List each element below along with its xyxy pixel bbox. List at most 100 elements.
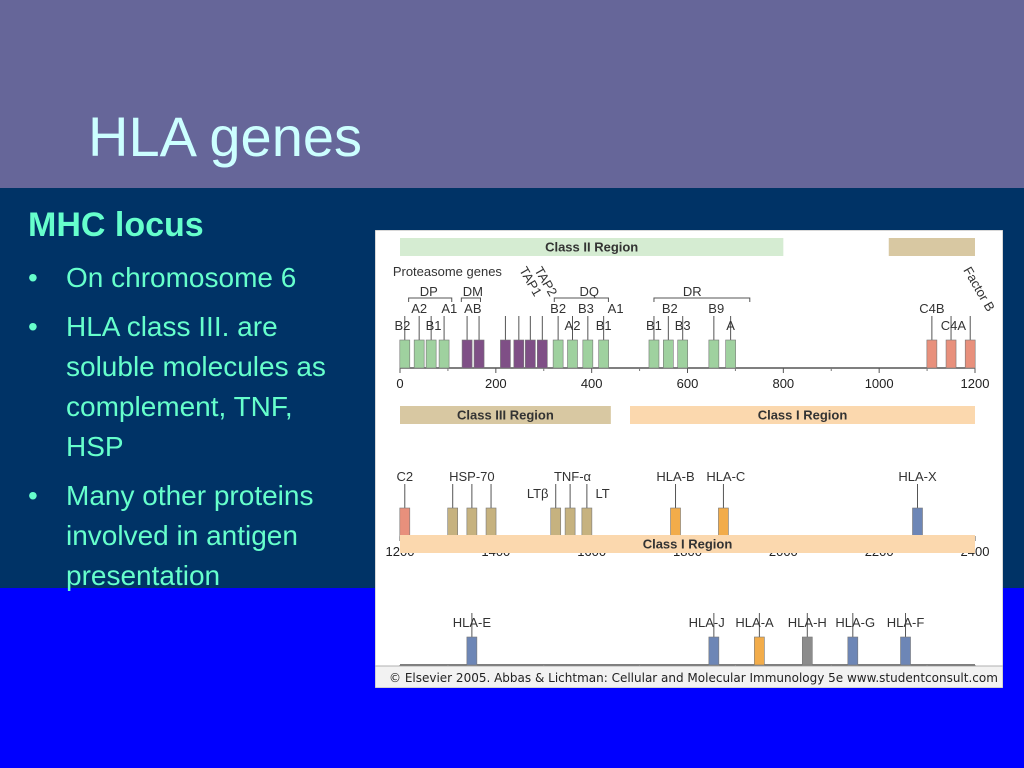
- slide-subtitle: MHC locus: [28, 206, 204, 244]
- gene-label: Proteasome genes: [393, 264, 503, 279]
- gene-marker: [513, 339, 525, 369]
- gene-group-bracket: [408, 297, 453, 302]
- bullet-item: • Many other proteins involved in antigen…: [28, 476, 348, 596]
- gene-marker: [964, 339, 976, 369]
- axis-tick-label: 200: [485, 376, 507, 391]
- gene-marker: [581, 507, 593, 537]
- gene-group-bracket: [460, 297, 481, 302]
- gene-marker: [663, 339, 674, 369]
- gene-label: C2: [396, 469, 413, 484]
- region-label: Class I Region: [758, 408, 848, 423]
- gene-marker: [670, 507, 681, 537]
- gene-label: HLA-X: [898, 469, 937, 484]
- region-band: [888, 238, 975, 256]
- region-label: Class I Region: [643, 537, 733, 552]
- gene-label: B3: [578, 301, 594, 316]
- region-band: [400, 535, 975, 553]
- gene-label: B2: [394, 318, 410, 333]
- region-label: Class II Region: [545, 240, 638, 255]
- gene-marker: [567, 339, 578, 369]
- gene-marker: [564, 507, 576, 537]
- credit-strip: [375, 665, 1003, 688]
- gene-label: HSP-70: [449, 469, 495, 484]
- gene-marker: [473, 339, 485, 369]
- gene-label: HLA-E: [453, 615, 492, 630]
- region-band: [630, 406, 975, 424]
- axis-tick-label: 1200: [961, 376, 990, 391]
- gene-label: LTβ: [527, 486, 549, 501]
- gene-marker: [725, 339, 736, 369]
- gene-label: A1: [441, 301, 457, 316]
- gene-marker: [399, 339, 411, 369]
- title-band: [0, 0, 1024, 188]
- gene-marker: [801, 636, 813, 666]
- gene-group-bracket: [653, 297, 751, 302]
- gene-marker: [413, 339, 425, 369]
- bullet-text: On chromosome 6: [66, 262, 297, 293]
- gene-group-bracket: [553, 297, 609, 302]
- gene-label: A2: [411, 301, 427, 316]
- gene-label: DQ: [580, 284, 600, 299]
- gene-label: B3: [675, 318, 691, 333]
- gene-marker: [438, 339, 450, 369]
- gene-marker: [552, 339, 564, 369]
- gene-label: A2: [565, 318, 581, 333]
- bullet-item: • On chromosome 6: [28, 258, 348, 298]
- gene-marker: [926, 339, 938, 369]
- gene-label: DM: [463, 284, 483, 299]
- gene-marker: [461, 339, 473, 369]
- hla-gene-map: Class II Region 0 200 400 600 800 1000 1200 Prot…: [375, 230, 1003, 688]
- gene-label: LT: [596, 486, 610, 501]
- gene-marker: [425, 339, 437, 369]
- gene-marker: [466, 507, 478, 537]
- gene-label: HLA-G: [835, 615, 875, 630]
- figure-background: [375, 230, 1003, 688]
- gene-label: DR: [683, 284, 702, 299]
- gene-label: HLA-B: [656, 469, 694, 484]
- region-band: [400, 406, 611, 424]
- gene-label: A1: [608, 301, 624, 316]
- gene-marker: [525, 339, 536, 369]
- bullet-item: • HLA class III. are soluble molecules as…: [28, 307, 348, 467]
- axis-tick-label: 1000: [865, 376, 894, 391]
- bullet-mark: •: [28, 480, 38, 511]
- gene-label: B2: [662, 301, 678, 316]
- bullet-mark: •: [28, 262, 38, 293]
- figure-credit: © Elsevier 2005. Abbas & Lichtman: Cellu…: [389, 671, 998, 685]
- gene-marker: [466, 636, 478, 666]
- gene-marker: [550, 507, 562, 537]
- bullet-text: Many other proteins involved in antigen …: [66, 480, 314, 591]
- gene-marker: [582, 339, 594, 369]
- gene-label: HLA-A: [735, 615, 774, 630]
- gene-label: A: [726, 318, 735, 333]
- axis-tick-label: 600: [677, 376, 699, 391]
- bullet-list: • On chromosome 6 • HLA class III. are sol…: [28, 258, 348, 605]
- gene-marker: [708, 339, 720, 369]
- axis-tick-label: 800: [772, 376, 794, 391]
- gene-label: TNF-α: [554, 469, 592, 484]
- gene-label: DP: [420, 284, 438, 299]
- gene-label: HLA-C: [706, 469, 745, 484]
- region-label: Class III Region: [457, 408, 554, 423]
- gene-marker: [754, 636, 765, 666]
- gene-marker: [900, 636, 911, 666]
- bullet-mark: •: [28, 311, 38, 342]
- gene-marker: [537, 339, 548, 369]
- gene-marker: [399, 507, 411, 537]
- region-band: [400, 238, 784, 256]
- gene-marker: [598, 339, 609, 369]
- gene-label: HLA-J: [689, 615, 725, 630]
- gene-label: B1: [596, 318, 612, 333]
- gene-label: C4A: [941, 318, 967, 333]
- axis-tick-label: 0: [396, 376, 403, 391]
- gene-marker: [847, 636, 859, 666]
- gene-label: B9: [708, 301, 724, 316]
- axis-tick-label: 400: [581, 376, 603, 391]
- gene-marker: [912, 507, 923, 537]
- gene-marker: [677, 339, 689, 369]
- gene-marker: [945, 339, 957, 369]
- bullet-text: HLA class III. are soluble molecules as …: [66, 311, 326, 462]
- gene-label: AB: [464, 301, 481, 316]
- gene-marker: [500, 339, 511, 369]
- gene-label: HLA-F: [887, 615, 925, 630]
